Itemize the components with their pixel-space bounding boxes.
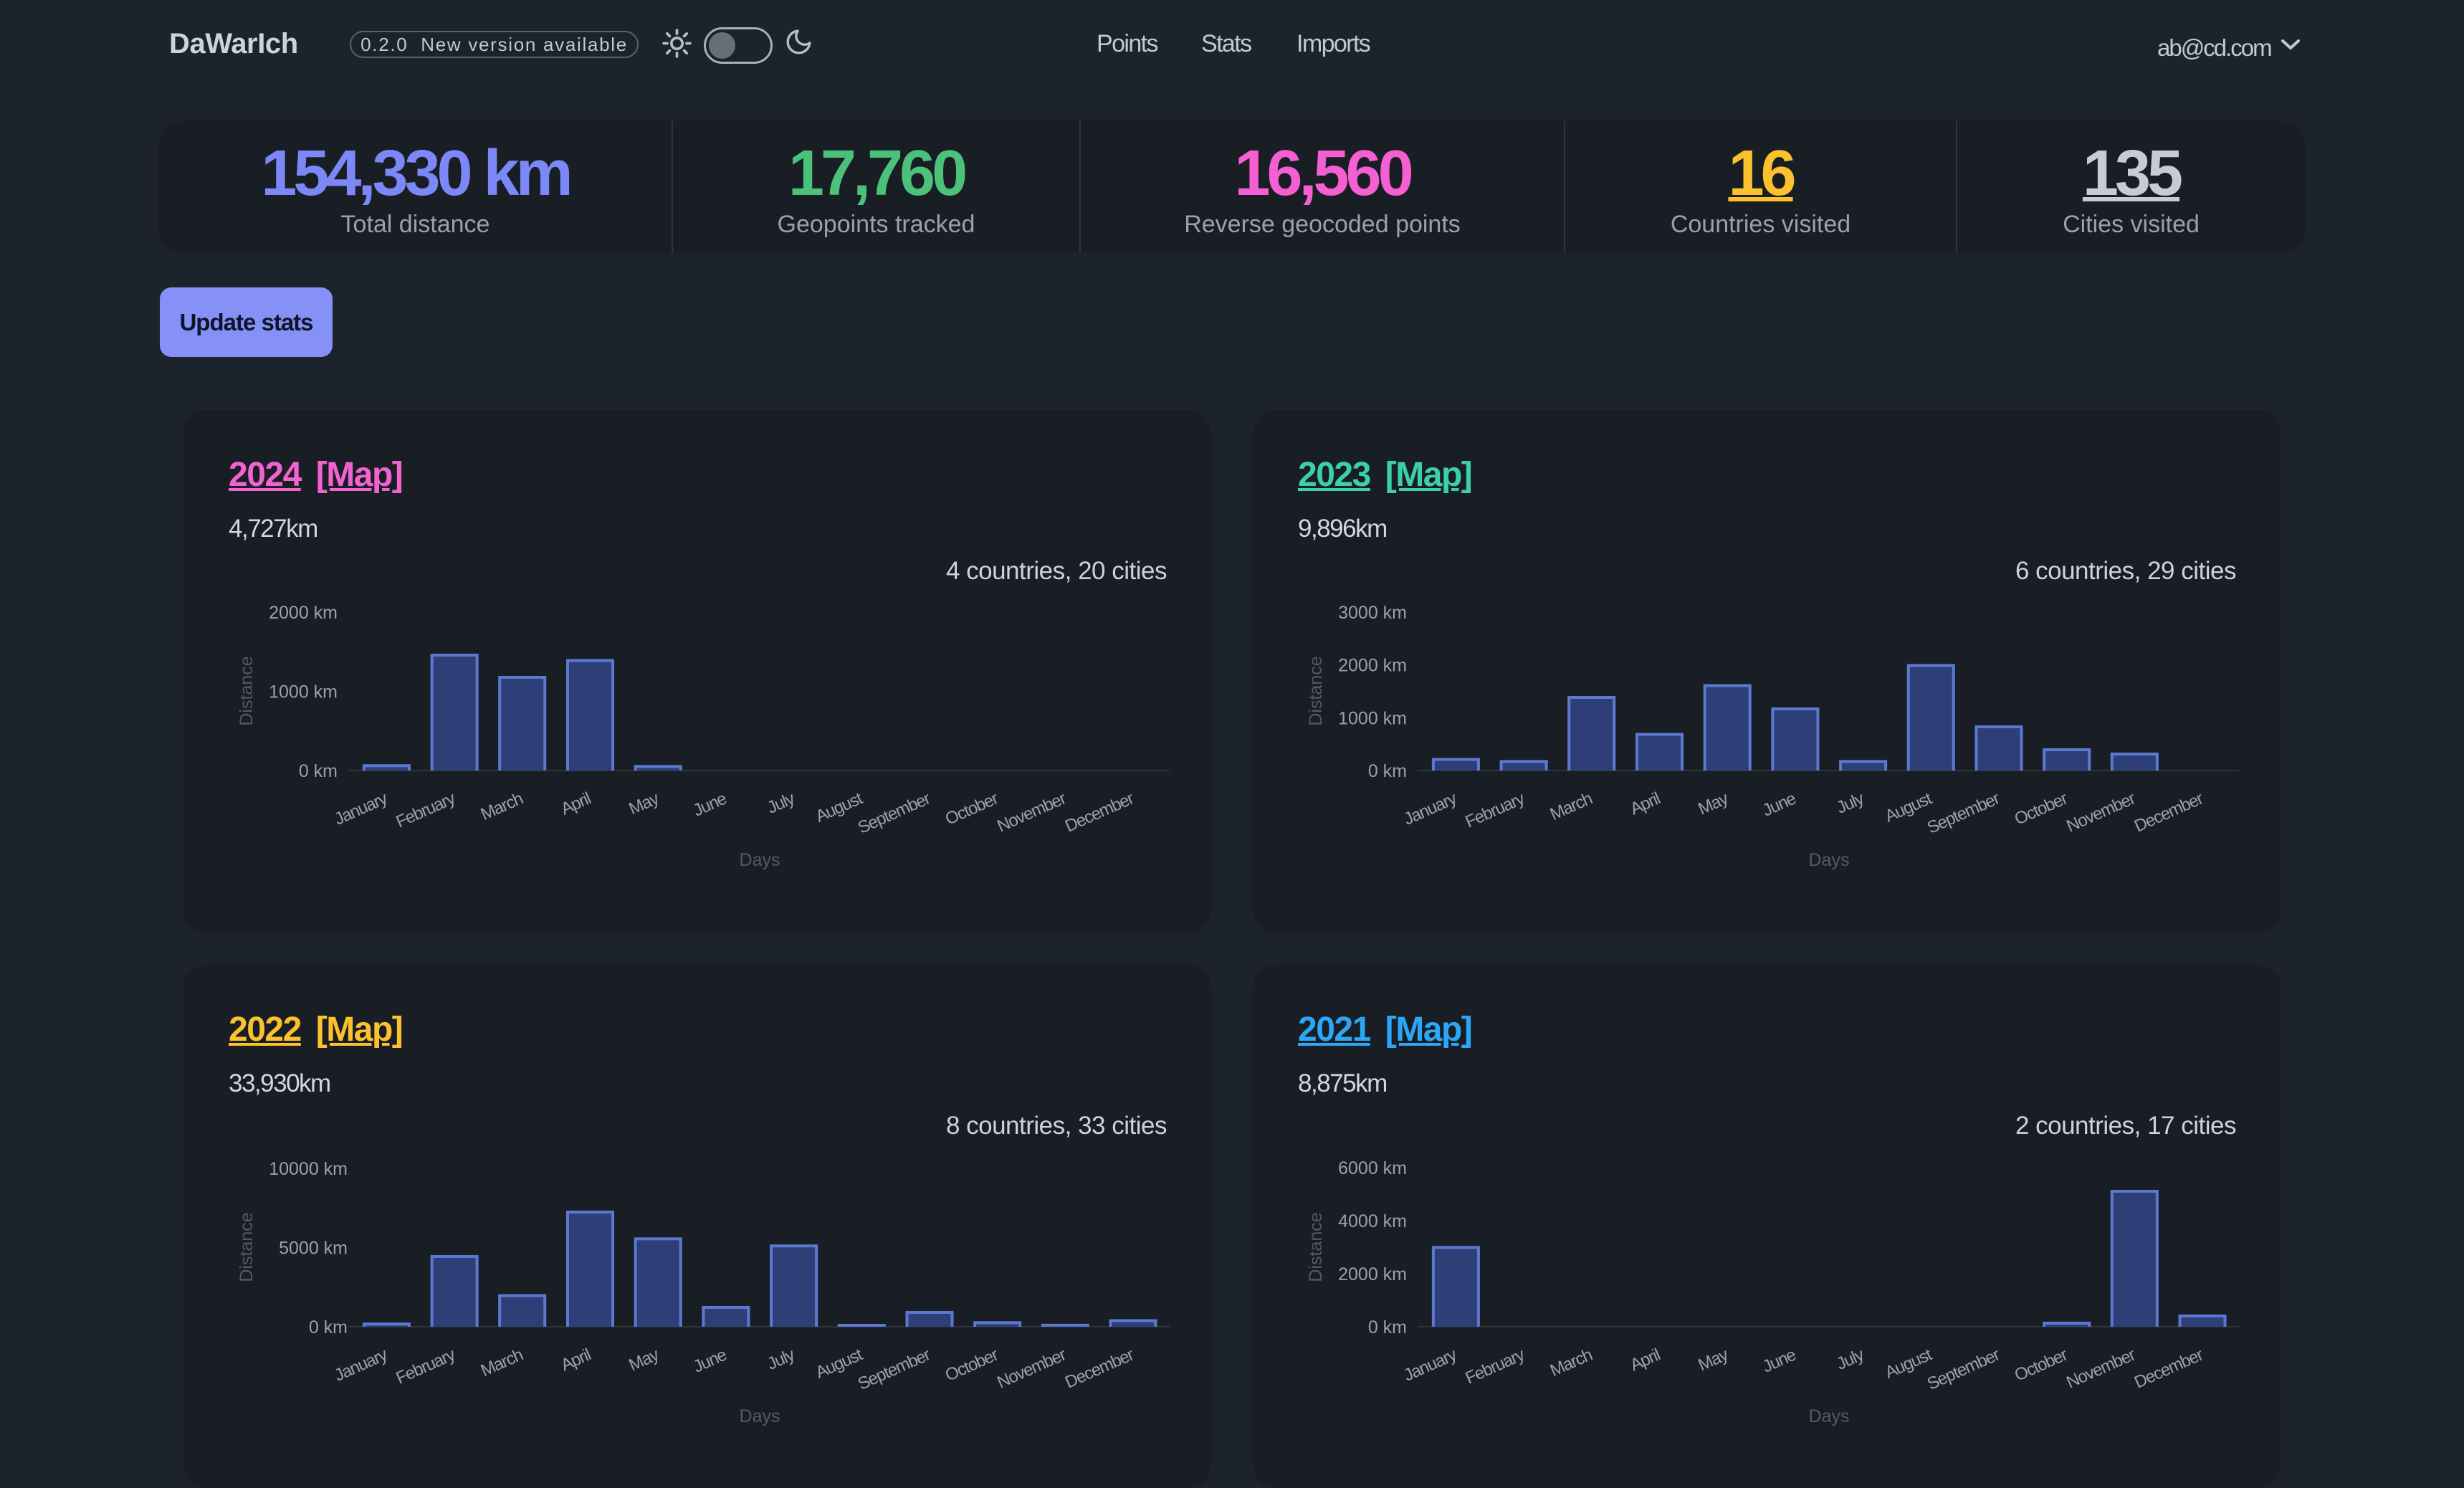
svg-text:Distance: Distance xyxy=(1306,656,1326,725)
svg-text:January: January xyxy=(332,1345,391,1385)
svg-text:2000 km: 2000 km xyxy=(1338,656,1407,676)
svg-text:Days: Days xyxy=(1809,1406,1850,1426)
svg-text:September: September xyxy=(855,1345,933,1394)
svg-text:April: April xyxy=(558,1345,593,1375)
svg-text:February: February xyxy=(393,1345,459,1388)
svg-text:March: March xyxy=(1547,789,1595,824)
svg-text:April: April xyxy=(1628,789,1663,819)
svg-text:September: September xyxy=(1924,1345,2002,1394)
svg-text:March: March xyxy=(478,1345,525,1380)
svg-text:4000 km: 4000 km xyxy=(1338,1211,1407,1231)
svg-text:January: January xyxy=(1401,788,1460,829)
svg-text:November: November xyxy=(2063,1345,2138,1392)
svg-text:0 km: 0 km xyxy=(1368,1317,1407,1337)
svg-text:January: January xyxy=(1401,1345,1460,1385)
svg-text:6000 km: 6000 km xyxy=(1338,1158,1407,1178)
svg-text:April: April xyxy=(558,789,593,819)
svg-text:July: July xyxy=(764,1345,798,1374)
svg-text:3000 km: 3000 km xyxy=(1338,603,1407,623)
svg-text:October: October xyxy=(2012,1345,2071,1385)
svg-text:Days: Days xyxy=(740,1406,780,1426)
svg-text:2000 km: 2000 km xyxy=(269,603,338,623)
svg-text:July: July xyxy=(1833,1345,1867,1374)
svg-text:September: September xyxy=(1924,788,2002,838)
svg-text:Days: Days xyxy=(1809,850,1850,870)
svg-text:Days: Days xyxy=(740,850,780,870)
svg-text:October: October xyxy=(2012,788,2071,829)
svg-text:Distance: Distance xyxy=(1306,1212,1326,1282)
svg-text:June: June xyxy=(690,1345,730,1376)
svg-text:June: June xyxy=(1759,1345,1799,1376)
svg-text:February: February xyxy=(393,788,459,831)
svg-text:November: November xyxy=(2063,788,2138,836)
svg-text:December: December xyxy=(1062,1345,1137,1392)
svg-text:November: November xyxy=(994,1345,1069,1392)
svg-text:5000 km: 5000 km xyxy=(279,1239,348,1259)
svg-text:2000 km: 2000 km xyxy=(1338,1264,1407,1284)
svg-text:November: November xyxy=(994,788,1069,836)
svg-text:May: May xyxy=(1696,788,1732,819)
svg-text:0 km: 0 km xyxy=(309,1317,348,1337)
svg-text:May: May xyxy=(1696,1345,1732,1375)
svg-text:1000 km: 1000 km xyxy=(1338,708,1407,728)
svg-text:0 km: 0 km xyxy=(1368,761,1407,781)
svg-text:January: January xyxy=(332,788,391,829)
svg-text:December: December xyxy=(2131,788,2206,836)
svg-text:June: June xyxy=(1759,788,1799,820)
svg-text:1000 km: 1000 km xyxy=(269,682,338,702)
svg-text:October: October xyxy=(942,1345,1001,1385)
svg-text:Distance: Distance xyxy=(237,656,257,725)
svg-text:10000 km: 10000 km xyxy=(269,1159,348,1179)
svg-text:May: May xyxy=(626,788,662,819)
svg-text:June: June xyxy=(690,788,730,820)
svg-text:December: December xyxy=(2131,1345,2206,1392)
svg-text:March: March xyxy=(1547,1345,1595,1380)
svg-text:February: February xyxy=(1463,1345,1528,1388)
svg-text:March: March xyxy=(478,789,525,824)
svg-text:0 km: 0 km xyxy=(299,761,338,781)
svg-text:December: December xyxy=(1062,788,1137,836)
svg-text:July: July xyxy=(1833,788,1867,818)
svg-text:September: September xyxy=(855,788,933,838)
svg-text:May: May xyxy=(626,1345,662,1375)
svg-text:February: February xyxy=(1463,788,1528,831)
svg-text:October: October xyxy=(942,788,1001,829)
svg-text:July: July xyxy=(764,788,798,818)
svg-text:Distance: Distance xyxy=(237,1212,257,1282)
svg-text:April: April xyxy=(1628,1345,1663,1375)
